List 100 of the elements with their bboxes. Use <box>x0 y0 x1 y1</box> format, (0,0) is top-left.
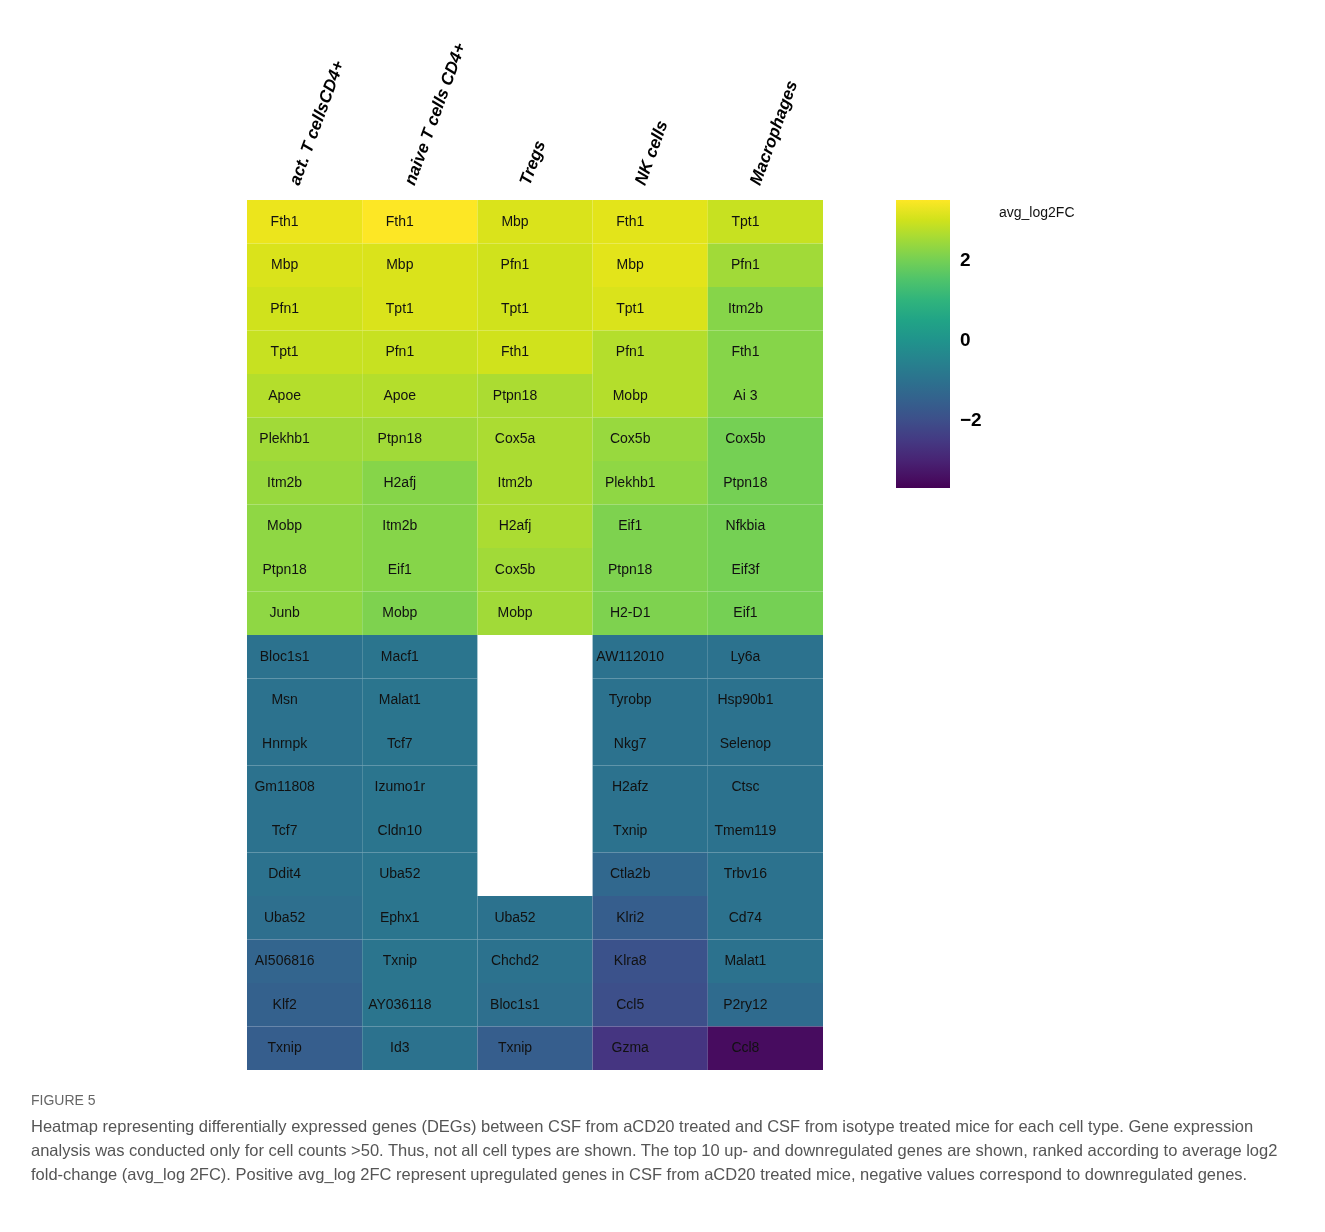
data-label: Txnip <box>382 952 418 969</box>
data-label: Fth1 <box>500 343 530 360</box>
data-label: Plekhb1 <box>604 473 656 490</box>
data-label: Mbp <box>616 256 645 273</box>
data-label: Uba52 <box>263 908 306 925</box>
data-label: Ctla2b <box>609 865 651 882</box>
data-label: Pfn1 <box>385 343 415 360</box>
data-label: H2afj <box>498 517 532 534</box>
data-label: AI506816 <box>254 952 315 969</box>
data-label: Eif1 <box>618 517 643 534</box>
data-label: Ptpn18 <box>262 560 307 577</box>
data-label: Ptpn18 <box>377 430 423 447</box>
data-label: Itm2b <box>497 473 533 490</box>
data-label: Ptpn18 <box>492 386 538 403</box>
data-label: Tcf7 <box>271 821 298 838</box>
data-label: Apoe <box>268 386 302 403</box>
data-label: Pfn1 <box>270 299 300 316</box>
data-label: Cd74 <box>728 908 763 925</box>
data-label: Txnip <box>613 821 648 838</box>
data-label: Msn <box>271 691 298 708</box>
data-label: Ddit4 <box>268 865 302 882</box>
data-label: Fth1 <box>731 343 760 360</box>
data-label: Ptpn18 <box>723 473 768 490</box>
data-label: Txnip <box>267 1039 302 1056</box>
data-label: Klri2 <box>616 908 645 925</box>
data-label: Ptpn18 <box>608 560 653 577</box>
data-label: Cox5b <box>725 430 766 447</box>
data-label: Macf1 <box>380 647 420 664</box>
data-label: Cldn10 <box>377 821 423 838</box>
color-bar-label: 2 <box>960 249 971 270</box>
data-label: Junb <box>269 604 300 621</box>
data-label: AY036118 <box>368 995 432 1012</box>
data-label: H2afj <box>383 473 417 490</box>
data-label: Klra8 <box>613 952 647 969</box>
data-label: Tpt1 <box>385 299 415 316</box>
color-bar-title: avg_log2FC <box>999 204 1075 220</box>
data-label: Tmem119 <box>714 821 777 838</box>
text: Heatmap representing differentially expressed genes (DEGs) between CSF from aCD20 treated and CSF from isotype treated mice for each cell type. Gene expression analysis was conducted only for cell counts >50. Thus, not all cell types are shown. The top 10 up- and downregulated genes are shown, ranked according to average log2 fold-change (avg_log 2FC). Positive avg_log 2FC represent upregulated genes in CSF from aCD20 treated mice, negative values correspond to downregulated genes. <box>31 1116 1279 1185</box>
x-tick-label: Tregs <box>515 137 550 188</box>
data-label: Ly6a <box>730 647 761 664</box>
data-label: Malat1 <box>378 691 422 708</box>
data-label: Malat1 <box>724 952 767 969</box>
data-label: Fth1 <box>385 212 415 229</box>
data-label: P2ry12 <box>723 995 768 1012</box>
data-label: Ccl8 <box>731 1039 760 1056</box>
data-label: Gm11808 <box>254 778 316 795</box>
data-label: Fth1 <box>616 212 645 229</box>
data-label: Klf2 <box>272 995 297 1012</box>
data-label: Hsp90b1 <box>717 691 774 708</box>
data-label: Uba52 <box>494 908 536 925</box>
data-label: Plekhb1 <box>259 430 311 447</box>
data-label: Uba52 <box>379 865 421 882</box>
data-label: Apoe <box>383 386 417 403</box>
data-label: Tpt1 <box>500 299 530 316</box>
data-label: Chchd2 <box>490 952 540 969</box>
data-label: Mobp <box>382 604 418 621</box>
data-label: Gzma <box>611 1039 650 1056</box>
data-label: Cox5a <box>494 430 536 447</box>
data-label: Tpt1 <box>731 212 760 229</box>
color-bar-label: 0 <box>960 329 971 350</box>
data-label: Trbv16 <box>723 865 768 882</box>
data-label: Tyrobp <box>608 691 652 708</box>
data-label: Selenop <box>719 734 772 751</box>
data-label: Fth1 <box>270 212 299 229</box>
data-label: Tcf7 <box>386 734 413 751</box>
data-label: H2-D1 <box>609 604 651 621</box>
color-bar-label: −2 <box>960 409 982 430</box>
data-label: Itm2b <box>267 473 303 490</box>
data-label: Mbp <box>386 256 414 273</box>
data-label: Pfn1 <box>615 343 645 360</box>
data-label: Ccl5 <box>616 995 645 1012</box>
data-label: Ctsc <box>731 778 760 795</box>
data-label: Ephx1 <box>379 908 420 925</box>
data-label: Itm2b <box>727 299 764 316</box>
data-label: Nkg7 <box>613 734 647 751</box>
caption: FIGURE 5 <box>31 1091 97 1110</box>
data-label: Bloc1s1 <box>259 647 310 664</box>
data-label: Tpt1 <box>270 343 299 360</box>
data-label: Ai 3 <box>733 386 758 403</box>
data-label: Itm2b <box>382 517 418 534</box>
data-label: Cox5b <box>494 560 536 577</box>
x-tick-label: NK cells <box>630 118 672 188</box>
data-label: Nfkbia <box>725 517 766 534</box>
data-label: Hnrnpk <box>262 734 309 751</box>
data-label: Mbp <box>270 256 299 273</box>
data-label: Pfn1 <box>500 256 530 273</box>
data-label: Mbp <box>501 212 529 229</box>
data-label: Id3 <box>390 1039 410 1056</box>
data-label: Mobp <box>497 604 533 621</box>
data-label: Eif3f <box>731 560 760 577</box>
data-label: Izumo1r <box>374 778 426 795</box>
data-label: Cox5b <box>609 430 651 447</box>
data-label: Txnip <box>497 1039 533 1056</box>
data-label: Tpt1 <box>616 299 645 316</box>
data-label: Eif1 <box>733 604 758 621</box>
data-label: Pfn1 <box>730 256 761 273</box>
data-label: AW112010 <box>596 647 665 664</box>
data-label: Bloc1s1 <box>490 995 541 1012</box>
x-tick-label: naive T cells CD4+ <box>400 40 470 188</box>
data-label: Eif1 <box>387 560 413 577</box>
